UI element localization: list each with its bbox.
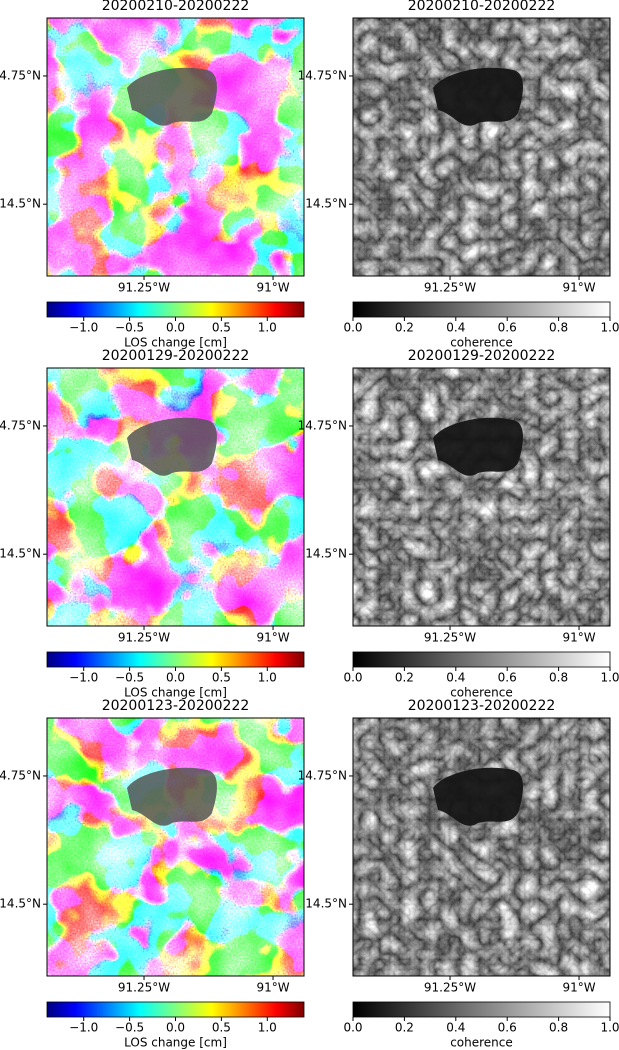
y-tick-label: 14.75°N xyxy=(298,768,347,782)
colorbar-tick-label: 0.5 xyxy=(212,1021,231,1035)
y-tick-label: 14.75°N xyxy=(0,768,41,782)
colorbar-tick-label: 1.0 xyxy=(600,321,619,335)
colorbar-tick-label: 1.0 xyxy=(258,321,277,335)
colorbar-tick-label: 0.8 xyxy=(549,1021,568,1035)
colorbar xyxy=(46,1001,305,1018)
panel-title: 20200129-20200222 xyxy=(408,348,556,364)
colorbar-tick-label: 0.6 xyxy=(498,671,517,685)
y-tick-label: 14.75°N xyxy=(0,68,41,82)
y-tick-label: 14.5°N xyxy=(0,197,41,211)
y-tick-label: 14.5°N xyxy=(305,197,347,211)
map-frame xyxy=(46,717,305,977)
x-tick-label: 91.25°W xyxy=(424,981,476,995)
map-frame xyxy=(352,717,611,977)
y-tick-label: 14.5°N xyxy=(0,897,41,911)
y-tick-label: 14.5°N xyxy=(0,547,41,561)
colorbar xyxy=(352,651,611,668)
x-tick-label: 91°W xyxy=(256,981,289,995)
colorbar-label: coherence xyxy=(450,1036,513,1050)
colorbar-tick-label: 0.0 xyxy=(343,1021,362,1035)
map-image xyxy=(47,368,304,626)
map-frame xyxy=(46,17,305,277)
colorbar-label: LOS change [cm] xyxy=(124,686,227,700)
x-tick-label: 91.25°W xyxy=(118,281,170,295)
x-tick-label: 91°W xyxy=(256,281,289,295)
colorbar-tick-label: 0.4 xyxy=(446,671,465,685)
colorbar-tick-label: 0.6 xyxy=(498,321,517,335)
colorbar-tick-label: 0.4 xyxy=(446,321,465,335)
x-tick-label: 91°W xyxy=(562,981,595,995)
colorbar-tick-label: 0.0 xyxy=(166,321,185,335)
map-image xyxy=(353,18,610,276)
colorbar-label: LOS change [cm] xyxy=(124,336,227,350)
colorbar-tick-label: 0.4 xyxy=(446,1021,465,1035)
map-frame xyxy=(352,367,611,627)
colorbar-label: coherence xyxy=(450,336,513,350)
colorbar-label: coherence xyxy=(450,686,513,700)
colorbar-tick-label: 0.8 xyxy=(549,321,568,335)
colorbar-tick-label: −0.5 xyxy=(115,1021,144,1035)
y-tick-label: 14.75°N xyxy=(298,418,347,432)
panel-title: 20200129-20200222 xyxy=(102,348,250,364)
x-tick-label: 91°W xyxy=(256,631,289,645)
colorbar xyxy=(46,301,305,318)
colorbar-tick-label: −1.0 xyxy=(69,1021,98,1035)
map-frame xyxy=(46,367,305,627)
lake xyxy=(433,417,523,476)
panel-title: 20200210-20200222 xyxy=(408,0,556,14)
map-image xyxy=(353,368,610,626)
panel-title: 20200210-20200222 xyxy=(102,0,250,14)
colorbar-tick-label: 0.2 xyxy=(395,321,414,335)
colorbar-tick-label: 1.0 xyxy=(600,671,619,685)
x-tick-label: 91°W xyxy=(562,631,595,645)
y-tick-label: 14.5°N xyxy=(305,547,347,561)
x-tick-label: 91.25°W xyxy=(118,631,170,645)
colorbar-tick-label: 0.8 xyxy=(549,671,568,685)
map-image xyxy=(47,18,304,276)
panel-title: 20200123-20200222 xyxy=(102,698,250,714)
lake xyxy=(127,67,217,126)
colorbar-tick-label: 0.6 xyxy=(498,1021,517,1035)
panel-title: 20200123-20200222 xyxy=(408,698,556,714)
colorbar-tick-label: 1.0 xyxy=(258,1021,277,1035)
x-tick-label: 91°W xyxy=(562,281,595,295)
y-tick-label: 14.5°N xyxy=(305,897,347,911)
colorbar-tick-label: −1.0 xyxy=(69,321,98,335)
y-tick-label: 14.75°N xyxy=(0,418,41,432)
x-tick-label: 91.25°W xyxy=(424,281,476,295)
colorbar xyxy=(352,1001,611,1018)
colorbar-tick-label: 0.0 xyxy=(166,671,185,685)
colorbar-tick-label: 1.0 xyxy=(600,1021,619,1035)
colorbar-tick-label: 0.5 xyxy=(212,671,231,685)
colorbar-tick-label: 1.0 xyxy=(258,671,277,685)
map-frame xyxy=(352,17,611,277)
lake xyxy=(433,767,523,826)
x-tick-label: 91.25°W xyxy=(424,631,476,645)
map-image xyxy=(353,718,610,976)
colorbar-tick-label: 0.2 xyxy=(395,671,414,685)
map-image xyxy=(47,718,304,976)
colorbar-tick-label: 0.0 xyxy=(166,1021,185,1035)
colorbar-tick-label: 0.5 xyxy=(212,321,231,335)
colorbar xyxy=(352,301,611,318)
colorbar-tick-label: −1.0 xyxy=(69,671,98,685)
colorbar-tick-label: 0.0 xyxy=(343,671,362,685)
colorbar-tick-label: −0.5 xyxy=(115,671,144,685)
colorbar-tick-label: −0.5 xyxy=(115,321,144,335)
lake xyxy=(433,67,523,126)
x-tick-label: 91.25°W xyxy=(118,981,170,995)
lake xyxy=(127,767,217,826)
colorbar-tick-label: 0.2 xyxy=(395,1021,414,1035)
colorbar xyxy=(46,651,305,668)
colorbar-label: LOS change [cm] xyxy=(124,1036,227,1050)
lake xyxy=(127,417,217,476)
y-tick-label: 14.75°N xyxy=(298,68,347,82)
colorbar-tick-label: 0.0 xyxy=(343,321,362,335)
